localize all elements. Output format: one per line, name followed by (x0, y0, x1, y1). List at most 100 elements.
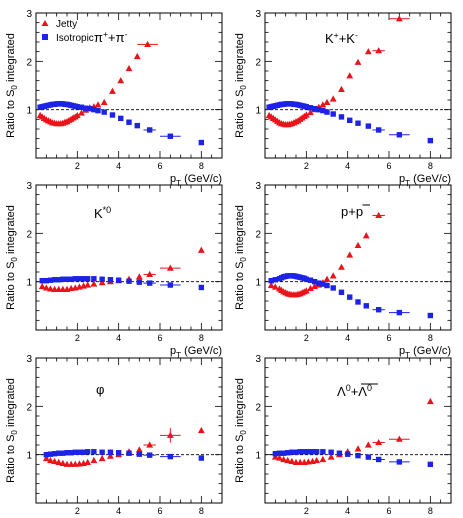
y-axis-label: Ratio to S0 integrated (5, 378, 19, 483)
isotropic-point (311, 106, 318, 112)
x-tick-label: 2 (75, 506, 80, 516)
isotropic-point (347, 117, 353, 123)
isotropic-point (146, 280, 153, 286)
isotropic-point (375, 456, 382, 463)
isotropic-point (324, 109, 330, 115)
x-tick-label: 4 (116, 333, 121, 343)
isotropic-point (107, 449, 114, 455)
isotropic-point (118, 115, 124, 122)
isotropic-point (167, 282, 174, 288)
isotropic-point (99, 449, 105, 455)
jetty-point (166, 264, 174, 271)
isotropic-point (80, 449, 87, 455)
jetty-point (323, 98, 331, 106)
x-axis-label: pT (GeV/c) (399, 345, 451, 360)
jetty-series (271, 397, 434, 465)
isotropic-point (146, 452, 153, 458)
x-tick-label: 8 (199, 506, 204, 516)
jetty-point (354, 58, 362, 65)
jetty-point (284, 456, 292, 464)
y-tick-label: 2 (26, 229, 32, 240)
jetty-point (375, 438, 383, 446)
jetty-point (166, 431, 174, 438)
y-tick-label: 3 (255, 354, 261, 365)
jetty-point (125, 64, 133, 72)
y-axis-label: Ratio to S0 integrated (234, 33, 248, 138)
y-tick-label: 2 (26, 57, 32, 68)
isotropic-point (47, 277, 54, 283)
jetty-point (288, 457, 296, 465)
jetty-point (354, 445, 362, 452)
panel-4: 2 4 6 8 1 2 3 pT (GeV/c) Ratio to S0 integrated p… (234, 181, 452, 360)
isotropic-point (167, 133, 174, 139)
jetty-point (271, 453, 279, 460)
panel-label: π++π- (94, 29, 128, 45)
jetty-point (364, 441, 372, 448)
panel-1: 2 4 6 8 1 2 3 pT (GeV/c) Ratio to S0 integrated π… (5, 9, 223, 188)
jetty-point (98, 454, 106, 462)
jetty-point (302, 287, 310, 294)
isotropic-point (316, 280, 322, 286)
panel-label: Λ0+Λ0 (337, 383, 372, 399)
isotropic-point (280, 450, 287, 456)
isotropic-point (309, 449, 316, 455)
isotropic-point (87, 106, 93, 112)
isotropic-point (316, 106, 322, 113)
isotropic-point (56, 450, 62, 456)
y-tick-label: 1 (26, 278, 32, 289)
isotropic-series (272, 449, 434, 468)
x-tick-label: 6 (386, 161, 391, 171)
isotropic-point (51, 277, 58, 283)
jetty-point (271, 283, 279, 290)
isotropic-point (285, 450, 291, 456)
jetty-point (117, 77, 125, 84)
jetty-series (42, 426, 205, 467)
isotropic-point (43, 451, 50, 458)
jetty-point (47, 456, 54, 464)
isotropic-point (134, 122, 140, 129)
isotropic-point (305, 449, 312, 455)
y-tick-label: 2 (255, 402, 261, 413)
isotropic-series (43, 449, 205, 461)
isotropic-point (313, 449, 320, 455)
isotropic-point (301, 449, 307, 455)
isotropic-point (91, 106, 97, 113)
isotropic-point (84, 276, 91, 282)
isotropic-point (99, 276, 105, 282)
jetty-point (135, 273, 143, 280)
isotropic-point (375, 307, 382, 313)
jetty-point (135, 446, 143, 453)
x-tick-label: 2 (304, 161, 309, 171)
x-tick-label: 8 (199, 161, 204, 171)
x-tick-label: 6 (386, 333, 391, 343)
isotropic-point (320, 107, 326, 114)
jetty-point (280, 455, 287, 463)
y-tick-label: 3 (26, 354, 32, 365)
isotropic-point (91, 449, 97, 455)
jetty-point (59, 459, 67, 466)
jetty-point (307, 108, 314, 116)
isotropic-point (60, 450, 66, 456)
x-tick-label: 8 (199, 333, 204, 343)
jetty-point (354, 241, 362, 249)
x-tick-label: 4 (345, 506, 350, 516)
jetty-point (146, 441, 154, 448)
jetty-point (197, 246, 205, 253)
jetty-series (265, 15, 410, 128)
isotropic-point (39, 278, 45, 284)
isotropic-point (272, 277, 279, 283)
jetty-point (94, 101, 102, 108)
jetty-point (47, 285, 54, 292)
isotropic-point (293, 449, 299, 455)
isotropic-point (91, 276, 97, 282)
isotropic-point (64, 276, 70, 282)
isotropic-point (320, 449, 326, 455)
jetty-point (90, 456, 98, 464)
isotropic-point (47, 451, 54, 457)
jetty-point (73, 111, 81, 119)
isotropic-point (82, 105, 89, 111)
legend-isotropic-marker (42, 34, 48, 40)
isotropic-point (272, 451, 279, 457)
